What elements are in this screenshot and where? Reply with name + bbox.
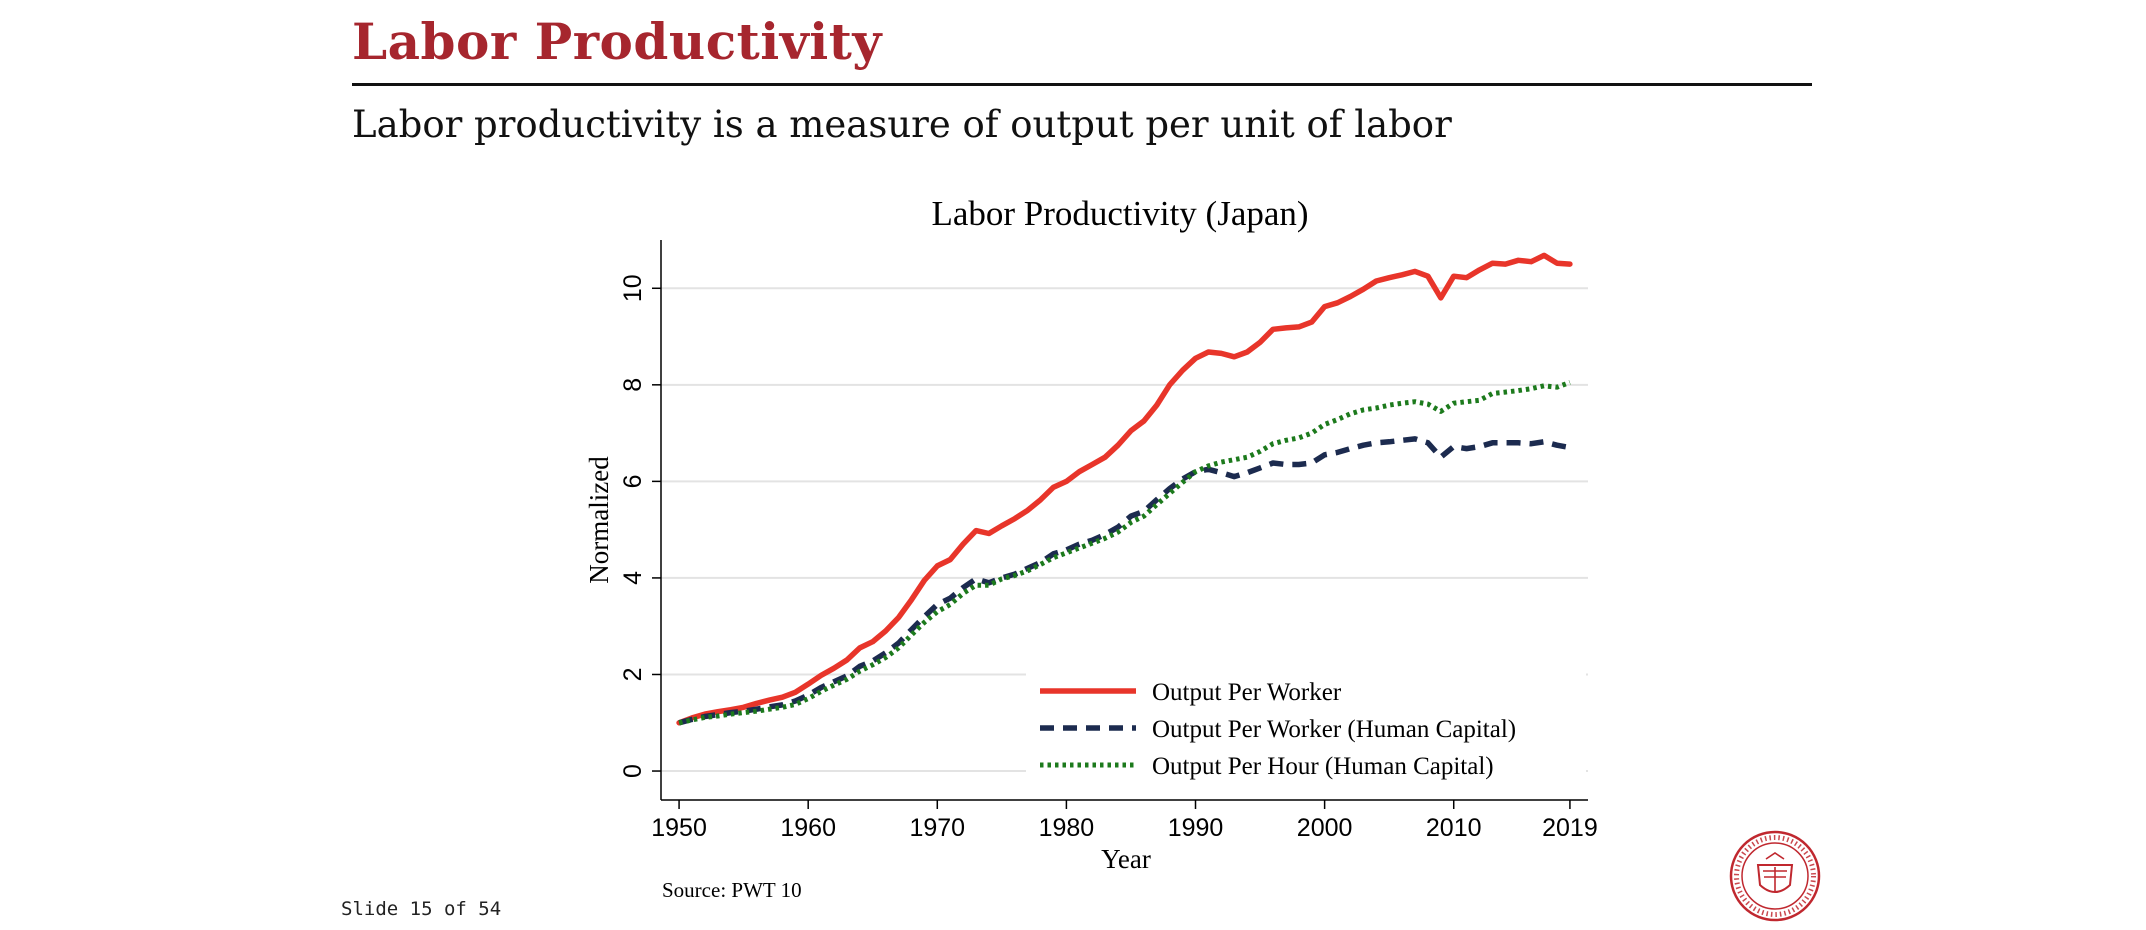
chart-title: Labor Productivity (Japan): [931, 194, 1308, 233]
y-tick-label: 6: [619, 474, 647, 488]
y-tick-label: 4: [619, 571, 647, 585]
y-tick-label: 8: [619, 378, 647, 392]
series-line-3: [678, 380, 1571, 726]
legend: Output Per Worker Output Per Worker (Huma…: [1026, 666, 1586, 790]
series-line-1: [676, 252, 1573, 726]
university-seal-logo: [1729, 830, 1821, 922]
y-tick-label: 0: [619, 764, 647, 778]
x-tick-label: 1990: [1168, 814, 1224, 842]
slide-title: Labor Productivity: [352, 12, 882, 71]
x-tick-label: 1950: [651, 814, 707, 842]
legend-label-3: Output Per Hour (Human Capital): [1152, 753, 1494, 780]
x-tick-label: 1960: [780, 814, 836, 842]
x-axis-title: Year: [1101, 844, 1151, 874]
y-tick-label: 10: [619, 274, 647, 302]
series-lines: [676, 252, 1573, 726]
x-tick-label: 2010: [1426, 814, 1482, 842]
legend-label-2: Output Per Worker (Human Capital): [1152, 716, 1516, 743]
y-tick-label: 2: [619, 668, 647, 682]
x-tick-label: 1980: [1039, 814, 1095, 842]
x-tick-label: 2000: [1297, 814, 1353, 842]
x-tick-label: 1970: [909, 814, 965, 842]
y-axis-title: Normalized: [584, 456, 614, 584]
slide-subtitle: Labor productivity is a measure of outpu…: [352, 103, 1452, 146]
source-note: Source: PWT 10: [662, 878, 802, 902]
x-tick-label: 2019: [1542, 814, 1598, 842]
title-rule: [352, 83, 1812, 86]
legend-label-1: Output Per Worker: [1152, 679, 1342, 706]
axes: 0 2 4 6 8 10 1950 1960 1970 1980 1990 2000 2010 2019: [619, 240, 1598, 842]
slide-counter: Slide 15 of 54: [341, 898, 502, 920]
